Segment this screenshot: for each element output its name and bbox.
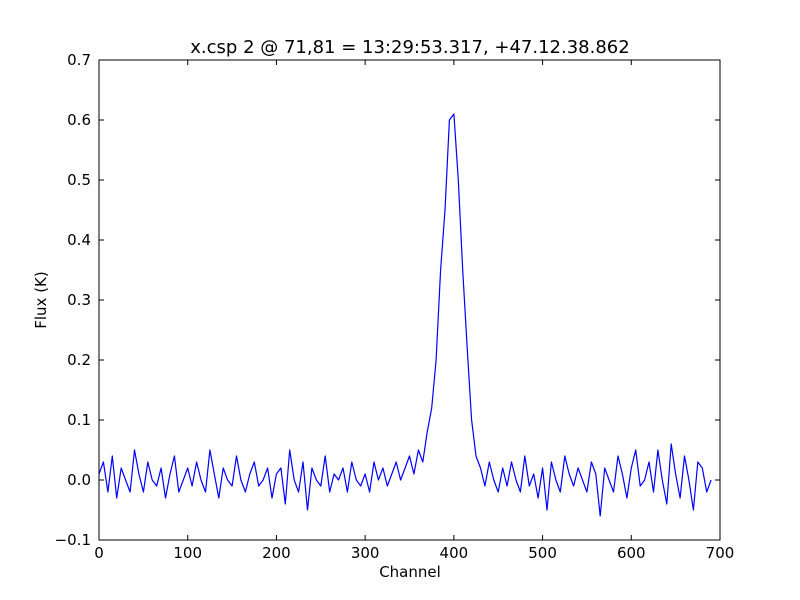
spectrum-line <box>99 113 712 517</box>
y-tick-label: 0.7 <box>67 51 91 69</box>
y-tick-label: −0.1 <box>55 531 91 549</box>
y-tick-label: 0.2 <box>67 351 91 369</box>
chart-title: x.csp 2 @ 71,81 = 13:29:53.317, +47.12.3… <box>190 37 629 58</box>
y-axis: −0.1 0.0 0.1 0.2 0.3 0.4 0.5 0.6 0.7 <box>55 51 720 549</box>
x-tick-label: 0 <box>94 544 104 562</box>
x-tick-label: 200 <box>262 544 291 562</box>
x-tick-label: 500 <box>528 544 557 562</box>
plot-area <box>99 113 712 517</box>
y-tick-label: 0.4 <box>67 231 91 249</box>
x-axis-label: Channel <box>379 563 441 581</box>
y-tick-label: 0.6 <box>67 111 91 129</box>
x-tick-label: 100 <box>173 544 202 562</box>
y-tick-label: 0.3 <box>67 291 91 309</box>
plot-frame <box>98 59 721 541</box>
y-tick-label: 0.5 <box>67 171 91 189</box>
y-axis-label: Flux (K) <box>32 271 50 329</box>
x-tick-label: 700 <box>706 544 735 562</box>
y-tick-label: 0.1 <box>67 411 91 429</box>
x-tick-label: 400 <box>440 544 469 562</box>
x-axis: 0 100 200 300 400 500 600 700 <box>94 60 734 562</box>
x-tick-label: 300 <box>351 544 380 562</box>
y-tick-label: 0.0 <box>67 471 91 489</box>
x-tick-label: 600 <box>617 544 646 562</box>
